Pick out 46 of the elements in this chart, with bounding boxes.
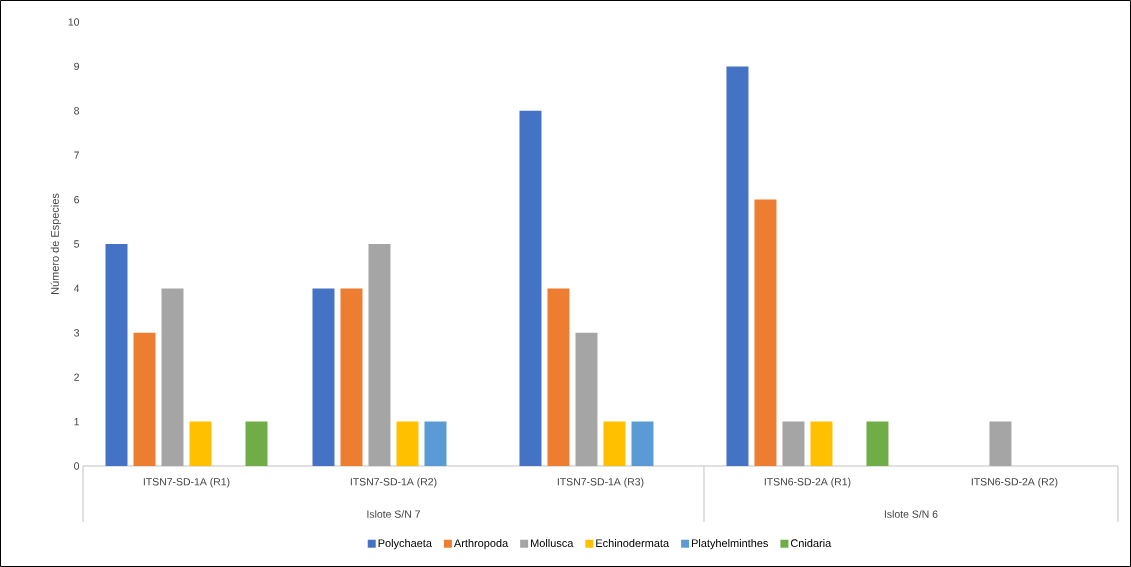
- bar: [340, 288, 363, 466]
- bar: [782, 421, 805, 466]
- bar: [726, 66, 749, 466]
- y-tick-label: 10: [68, 18, 80, 26]
- text: Islote S/N 7: [367, 510, 420, 518]
- y-tick-label: 5: [74, 240, 80, 248]
- bar: [810, 421, 833, 466]
- bar: [547, 288, 570, 466]
- bar: [312, 288, 335, 466]
- bar: [519, 110, 542, 466]
- x-tick-label: ITSN6-SD-2A (R1): [764, 477, 851, 488]
- text: Islote S/N 6: [884, 510, 938, 518]
- y-tick-label: 2: [74, 373, 79, 381]
- bar: [631, 421, 654, 466]
- bar: [161, 288, 184, 466]
- legend-label: Platyhelminthes: [691, 539, 769, 550]
- legend-label: Cnidaria: [790, 539, 832, 548]
- y-tick-label: 0: [74, 462, 80, 470]
- y-axis-title: Número de Especies: [50, 193, 61, 294]
- x-tick-label: ITSN7-SD-1A (R1): [143, 477, 230, 488]
- bar: [866, 421, 889, 466]
- bar: [189, 421, 212, 466]
- y-tick-label: 1: [74, 418, 79, 426]
- bar: [989, 421, 1012, 466]
- y-tick-label: 6: [74, 195, 80, 204]
- x-tick-label: ITSN7-SD-1A (R3): [557, 477, 644, 488]
- y-tick-label: 9: [74, 62, 79, 71]
- legend-label: Echinodermata: [596, 539, 670, 548]
- bar: [133, 332, 156, 466]
- x-tick-label: ITSN7-SD-1A (R2): [350, 477, 437, 488]
- x-tick-label: ITSN6-SD-2A (R2): [971, 477, 1058, 488]
- bar: [424, 421, 447, 466]
- bar: [396, 421, 419, 466]
- legend-label: Polychaeta: [378, 539, 432, 550]
- y-tick-label: 4: [73, 284, 80, 292]
- y-tick-label: 3: [74, 329, 80, 337]
- bar: [603, 421, 626, 466]
- bar: [245, 421, 268, 466]
- bar: [105, 244, 128, 466]
- legend-label: Mollusca: [531, 539, 574, 548]
- y-tick-label: 7: [74, 151, 79, 159]
- bar: [754, 199, 777, 466]
- bar: [575, 332, 598, 466]
- legend-label: Arthropoda: [453, 539, 509, 550]
- bar: [368, 244, 391, 466]
- y-tick-label: 8: [74, 107, 80, 115]
